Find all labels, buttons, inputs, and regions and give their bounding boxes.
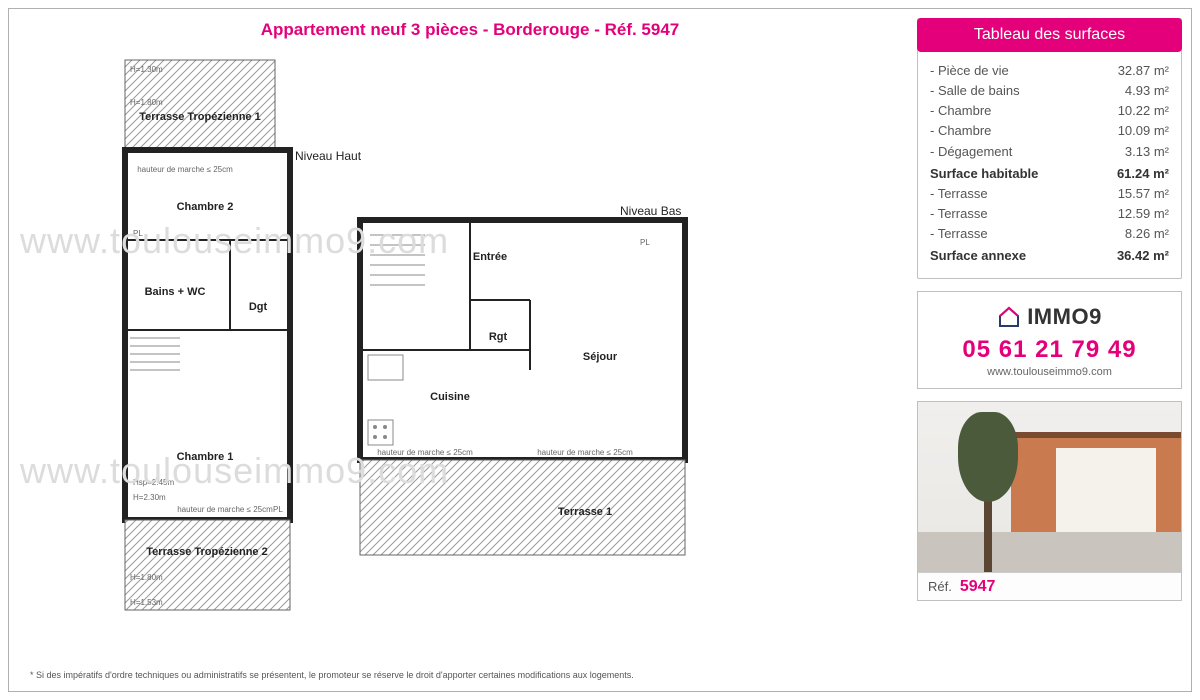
surfaces-body: - Pièce de vie32.87 m² - Salle de bains4…: [918, 51, 1181, 278]
website-url: www.toulouseimmo9.com: [926, 366, 1173, 378]
watermark: www.toulouseimmo9.com: [20, 220, 449, 262]
svg-text:Séjour: Séjour: [583, 351, 618, 363]
svg-text:Bains + WC: Bains + WC: [145, 286, 206, 298]
watermark: www.toulouseimmo9.com: [20, 450, 449, 492]
ref-number: 5947: [960, 578, 996, 596]
svg-text:Terrasse Tropézienne 2: Terrasse Tropézienne 2: [146, 546, 267, 558]
svg-text:Dgt: Dgt: [249, 301, 268, 313]
surface-row: - Chambre10.09 m²: [930, 121, 1169, 141]
property-photo: Réf. 5947: [917, 401, 1182, 601]
surface-row: - Pièce de vie32.87 m²: [930, 61, 1169, 81]
svg-text:Terrasse Tropézienne 1: Terrasse Tropézienne 1: [139, 111, 260, 123]
phone-number: 05 61 21 79 49: [926, 336, 1173, 364]
svg-text:Chambre 2: Chambre 2: [177, 201, 234, 213]
svg-text:hauteur de marche ≤ 25cm: hauteur de marche ≤ 25cm: [537, 448, 633, 457]
svg-text:H=2.30m: H=2.30m: [133, 493, 166, 502]
disclaimer-text: * Si des impératifs d'ordre techniques o…: [30, 670, 634, 680]
surface-row: - Terrasse15.57 m²: [930, 184, 1169, 204]
svg-text:H=1.80m: H=1.80m: [130, 98, 163, 107]
svg-text:Niveau Bas: Niveau Bas: [620, 204, 681, 218]
surface-row: - Dégagement3.13 m²: [930, 142, 1169, 162]
surface-row: - Chambre10.22 m²: [930, 101, 1169, 121]
surface-row: - Salle de bains4.93 m²: [930, 81, 1169, 101]
brand-name: IMMO9: [1027, 304, 1102, 330]
svg-text:H=1.30m: H=1.30m: [130, 65, 163, 74]
photo-ref-bar: Réf. 5947: [918, 572, 1181, 600]
svg-text:Cuisine: Cuisine: [430, 391, 470, 403]
surfaces-panel: Tableau des surfaces - Pièce de vie32.87…: [917, 18, 1182, 279]
surface-total: Surface annexe36.42 m²: [930, 246, 1169, 266]
surface-row: - Terrasse12.59 m²: [930, 204, 1169, 224]
sidebar: Tableau des surfaces - Pièce de vie32.87…: [917, 18, 1182, 601]
svg-text:Niveau Haut: Niveau Haut: [295, 149, 362, 163]
svg-text:Terrasse 1: Terrasse 1: [558, 506, 612, 518]
svg-text:PL: PL: [273, 505, 283, 514]
svg-text:Entrée: Entrée: [473, 251, 507, 263]
surfaces-title: Tableau des surfaces: [917, 18, 1182, 52]
brand: IMMO9: [926, 304, 1173, 330]
svg-text:PL: PL: [640, 238, 650, 247]
svg-text:hauteur de marche ≤ 25cm: hauteur de marche ≤ 25cm: [177, 505, 273, 514]
svg-text:hauteur de marche ≤ 25cm: hauteur de marche ≤ 25cm: [137, 165, 233, 174]
listing-title: Appartement neuf 3 pièces - Borderouge -…: [40, 20, 900, 40]
svg-text:H=1.80m: H=1.80m: [130, 573, 163, 582]
house-icon: [997, 305, 1021, 329]
floorplan-svg: Terrasse Tropézienne 1 H=1.30m H=1.80m N…: [30, 50, 900, 630]
ref-label: Réf.: [928, 579, 952, 594]
svg-text:Rgt: Rgt: [489, 331, 508, 343]
floorplan-area: Terrasse Tropézienne 1 H=1.30m H=1.80m N…: [30, 50, 900, 630]
surface-total: Surface habitable61.24 m²: [930, 164, 1169, 184]
contact-panel: IMMO9 05 61 21 79 49 www.toulouseimmo9.c…: [917, 291, 1182, 389]
surface-row: - Terrasse8.26 m²: [930, 224, 1169, 244]
svg-text:H=1.53m: H=1.53m: [130, 598, 163, 607]
